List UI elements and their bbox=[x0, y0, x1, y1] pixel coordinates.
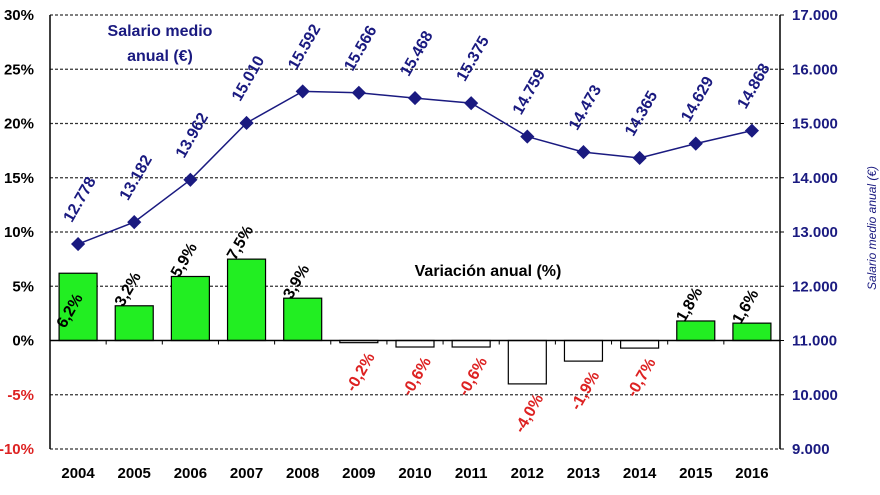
right-tick-label: 11.000 bbox=[792, 333, 837, 350]
salary-value-label: 14.365 bbox=[622, 88, 661, 139]
salary-value-label: 12.778 bbox=[61, 174, 100, 225]
gridlines bbox=[50, 14, 780, 450]
salary-value-label: 14.759 bbox=[510, 67, 549, 118]
bars bbox=[58, 258, 772, 385]
salary-marker bbox=[295, 84, 310, 99]
salary-marker bbox=[464, 96, 479, 111]
bar-value-label: 7,5% bbox=[224, 223, 257, 263]
right-axis-label: Salario medio anual (€) bbox=[865, 166, 879, 290]
salary-marker bbox=[127, 215, 142, 230]
salary-value-label: 13.962 bbox=[173, 110, 212, 161]
salary-value-label: 14.473 bbox=[566, 82, 605, 133]
bar bbox=[676, 320, 716, 342]
bar-value-label: 1,8% bbox=[673, 285, 706, 325]
bar-value-label: 1,6% bbox=[730, 287, 763, 327]
left-tick-label: -10% bbox=[0, 441, 34, 458]
bar bbox=[114, 305, 154, 342]
right-tick-label: 17.000 bbox=[792, 7, 838, 24]
bar-value-label: -0,6% bbox=[455, 354, 491, 399]
salary-value-label: 14.868 bbox=[734, 61, 773, 112]
bar-title: Variación anual (%) bbox=[415, 263, 562, 280]
x-tick-label: 2016 bbox=[735, 465, 768, 482]
salary-marker bbox=[407, 91, 423, 106]
bar bbox=[58, 272, 98, 342]
salary-marker bbox=[632, 150, 647, 166]
left-tick-label: 25% bbox=[4, 61, 34, 78]
salary-marker bbox=[183, 172, 198, 187]
bar-value-label: -4,0% bbox=[512, 391, 548, 436]
salary-value-label: 14.629 bbox=[678, 74, 717, 125]
left-tick-label: 15% bbox=[4, 170, 34, 187]
salary-marker bbox=[576, 145, 591, 160]
right-tick-label: 13.000 bbox=[792, 224, 838, 241]
x-tick-label: 2010 bbox=[398, 465, 431, 482]
left-tick-label: 5% bbox=[12, 278, 34, 295]
right-tick-label: 12.000 bbox=[792, 278, 838, 295]
bar-value-label: -0,6% bbox=[399, 354, 435, 399]
bar-value-label: -0,7% bbox=[624, 355, 660, 400]
salary-line bbox=[71, 84, 759, 252]
salary-marker bbox=[351, 85, 366, 100]
bar bbox=[395, 339, 435, 348]
bar bbox=[732, 322, 772, 342]
x-tick-label: 2004 bbox=[61, 465, 95, 482]
axes: 30% 25% 20% 15% 10% 5% 0% -5% -10% 17.000 16.000 15… bbox=[0, 7, 838, 482]
bar bbox=[226, 258, 267, 342]
line-title-2: anual (€) bbox=[127, 48, 193, 65]
bar bbox=[563, 339, 604, 362]
salary-marker bbox=[520, 129, 535, 144]
salary-value-label: 15.010 bbox=[229, 53, 268, 104]
salary-marker bbox=[71, 236, 86, 252]
bar bbox=[451, 339, 491, 348]
bar bbox=[170, 275, 210, 342]
bar bbox=[620, 339, 660, 349]
line-title-1: Salario medio bbox=[108, 23, 213, 40]
left-tick-label: 30% bbox=[4, 7, 34, 24]
x-tick-label: 2005 bbox=[118, 465, 151, 482]
right-tick-label: 10.000 bbox=[792, 387, 838, 404]
bar-value-label: 3,9% bbox=[280, 262, 313, 302]
left-tick-label: 10% bbox=[4, 224, 34, 241]
right-tick-label: 16.000 bbox=[792, 61, 838, 78]
x-tick-label: 2009 bbox=[342, 465, 375, 482]
salary-marker bbox=[744, 123, 759, 138]
x-tick-label: 2015 bbox=[679, 465, 712, 482]
salary-value-label: 15.566 bbox=[341, 23, 380, 74]
salary-value-label: 15.375 bbox=[454, 33, 493, 84]
x-tick-label: 2014 bbox=[623, 465, 657, 482]
data-labels: 6,2%3,2%5,9% 7,5%3,9%-0,2% -0,6% -0,6%-4,0%… bbox=[54, 22, 774, 436]
x-tick-label: 2008 bbox=[286, 465, 319, 482]
left-tick-label: 0% bbox=[12, 333, 34, 350]
right-tick-label: 9.000 bbox=[792, 441, 830, 458]
salary-marker bbox=[688, 136, 703, 151]
bar bbox=[507, 339, 547, 385]
x-tick-label: 2012 bbox=[511, 465, 544, 482]
salary-value-label: 15.468 bbox=[398, 28, 437, 79]
x-tick-label: 2006 bbox=[174, 465, 207, 482]
right-tick-label: 14.000 bbox=[792, 170, 838, 187]
x-tick-label: 2007 bbox=[230, 465, 263, 482]
x-tick-label: 2011 bbox=[455, 465, 488, 482]
bar-value-label: -0,2% bbox=[343, 350, 379, 395]
x-tick-label: 2013 bbox=[567, 465, 600, 482]
bar-value-label: 5,9% bbox=[168, 240, 201, 280]
left-tick-label: 20% bbox=[4, 116, 34, 133]
left-tick-label: -5% bbox=[7, 387, 34, 404]
bar-value-label: 3,2% bbox=[112, 269, 145, 309]
salary-value-label: 15.592 bbox=[285, 22, 324, 73]
bar-value-label: -1,9% bbox=[568, 369, 604, 414]
right-tick-label: 15.000 bbox=[792, 116, 838, 133]
bar bbox=[283, 297, 323, 342]
